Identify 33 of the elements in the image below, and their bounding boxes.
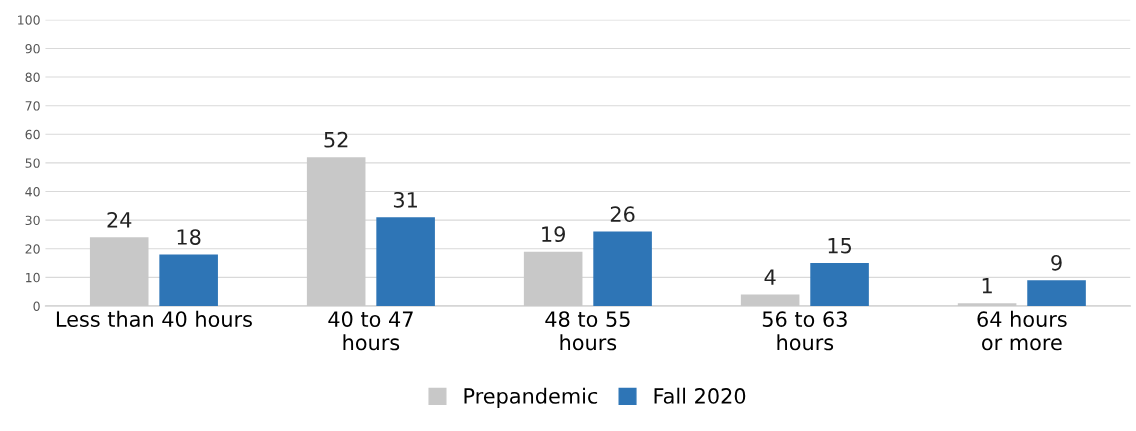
y-tick-label: 0 — [33, 301, 40, 311]
x-tick-label: 64 hours or more — [977, 310, 1067, 351]
y-tick-label: 40 — [25, 187, 40, 197]
data-label: 31 — [393, 191, 417, 208]
data-label: 9 — [1051, 254, 1062, 271]
data-label: 1 — [982, 278, 992, 294]
x-tick-label: Less than 40 hours — [56, 310, 252, 327]
data-label: 26 — [610, 206, 635, 223]
data-label: 18 — [177, 229, 201, 245]
x-tick-label: 40 to 47 hours — [328, 311, 413, 351]
bar — [1027, 280, 1086, 307]
data-label: 4 — [764, 269, 776, 285]
data-label: 19 — [542, 226, 565, 243]
y-tick-label: 10 — [26, 272, 40, 283]
bar — [376, 217, 435, 307]
x-tick-label: 48 to 55 hours — [545, 311, 630, 351]
data-label: 52 — [324, 131, 348, 148]
y-tick-label: 80 — [25, 72, 40, 82]
bar — [159, 254, 218, 307]
bar — [593, 231, 652, 307]
y-tick-label: 90 — [25, 43, 40, 54]
legend-label: Fall 2020 — [654, 387, 746, 404]
x-tick-label: 56 to 63 hours — [762, 311, 847, 351]
y-tick-label: 60 — [25, 129, 40, 140]
y-tick-label: 70 — [25, 101, 40, 111]
y-tick-label: 30 — [25, 215, 40, 226]
y-tick-label: 50 — [25, 158, 40, 168]
y-tick-label: 20 — [25, 244, 40, 254]
data-label: 15 — [828, 238, 852, 254]
data-label: 24 — [107, 211, 132, 228]
legend-label: Prepandemic — [464, 387, 598, 408]
bar — [810, 263, 869, 307]
y-tick-label: 100 — [18, 15, 40, 25]
